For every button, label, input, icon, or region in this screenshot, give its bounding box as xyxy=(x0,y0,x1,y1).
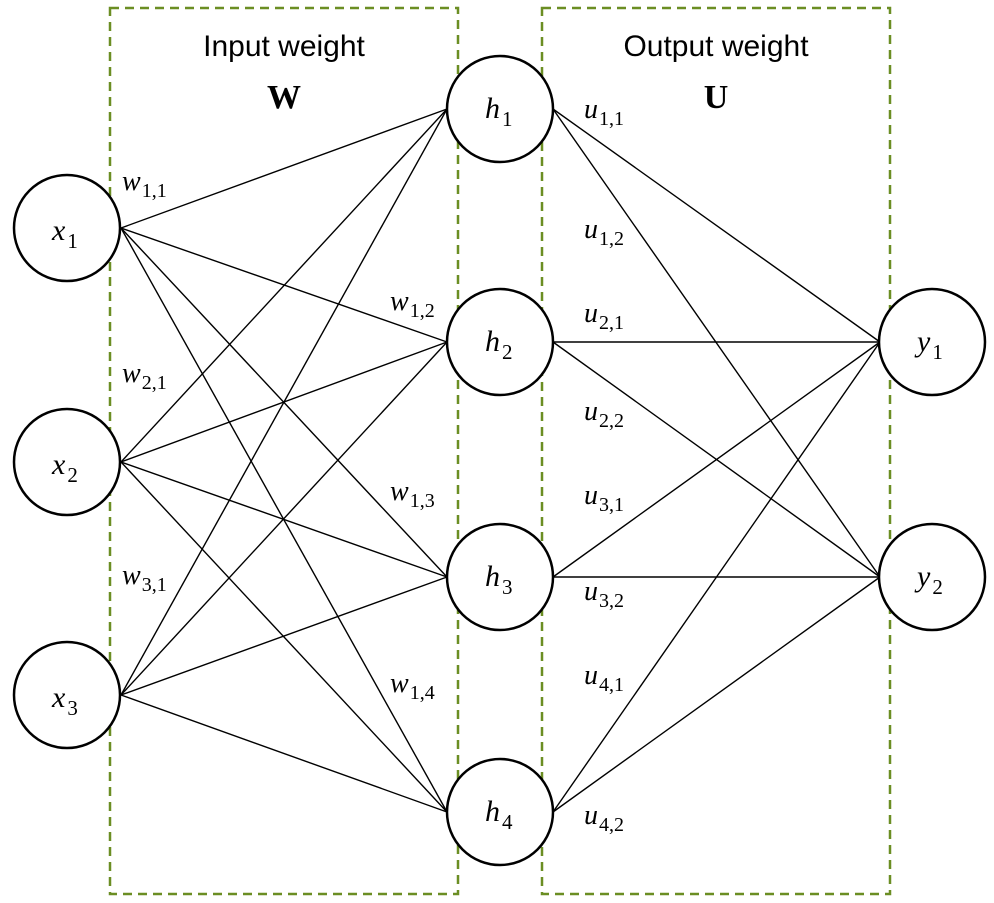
edge-x2-h4 xyxy=(120,461,448,813)
weight-label-u41: u4,1 xyxy=(584,660,624,696)
input-node-x3: x3 xyxy=(12,640,122,750)
node-sub: 2 xyxy=(932,575,943,599)
node-sub: 1 xyxy=(932,340,943,364)
hidden-node-h2: h2 xyxy=(445,287,555,397)
edge-h1-y1 xyxy=(552,108,881,343)
node-sub: 2 xyxy=(502,340,513,364)
svg-text:x1: x1 xyxy=(51,214,78,253)
svg-text:h1: h1 xyxy=(485,92,513,131)
output-weight-box xyxy=(540,6,892,896)
svg-text:h4: h4 xyxy=(485,795,513,834)
node-var: h xyxy=(485,795,500,828)
weight-label-w12: w1,2 xyxy=(390,286,435,322)
svg-text:y1: y1 xyxy=(914,325,943,364)
svg-text:x2: x2 xyxy=(51,448,78,487)
input-weight-title: Input weight xyxy=(203,30,365,63)
node-var: h xyxy=(485,560,500,593)
node-sub: 4 xyxy=(502,810,513,834)
node-var: h xyxy=(485,92,500,125)
edge-h4-y2 xyxy=(552,576,881,813)
node-sub: 2 xyxy=(67,463,78,487)
hidden-node-h3: h3 xyxy=(445,522,555,632)
edge-h3-y1 xyxy=(552,341,881,578)
node-sub: 1 xyxy=(67,229,78,253)
edge-x3-h3 xyxy=(120,576,448,696)
weight-label-w21: w2,1 xyxy=(122,358,167,394)
weight-label-u32: u3,2 xyxy=(584,576,624,612)
input-node-x2: x2 xyxy=(12,407,122,517)
weight-label-w31: w3,1 xyxy=(122,560,167,596)
node-var: y xyxy=(914,325,931,358)
output-node-y1: y1 xyxy=(877,287,987,397)
edge-x1-h1 xyxy=(120,108,448,229)
output-weight-matrix-symbol: U xyxy=(704,79,729,116)
svg-text:x3: x3 xyxy=(51,681,78,720)
svg-text:h2: h2 xyxy=(485,325,513,364)
node-sub: 3 xyxy=(502,575,513,599)
output-weight-title: Output weight xyxy=(623,30,809,63)
node-sub: 1 xyxy=(502,107,513,131)
edge-x2-h1 xyxy=(120,108,448,463)
edge-x3-h4 xyxy=(120,694,448,813)
node-var: x xyxy=(51,214,66,247)
weight-label-w11: w1,1 xyxy=(122,166,167,202)
hidden-node-h1: h1 xyxy=(445,54,555,164)
input-weight-matrix-symbol: W xyxy=(267,79,301,116)
edge-x3-h2 xyxy=(120,341,448,696)
weight-label-w14: w1,4 xyxy=(390,668,435,704)
weight-label-u21: u2,1 xyxy=(584,298,624,334)
node-var: y xyxy=(914,560,931,593)
svg-text:y2: y2 xyxy=(914,560,943,599)
node-sub: 3 xyxy=(67,696,78,720)
edge-h4-y1 xyxy=(552,341,881,813)
weight-label-u11: u1,1 xyxy=(584,94,624,130)
node-var: h xyxy=(485,325,500,358)
edge-h1-y2 xyxy=(552,108,881,578)
weight-label-u22: u2,2 xyxy=(584,396,624,432)
weight-label-u42: u4,2 xyxy=(584,800,624,836)
weight-label-u31: u3,1 xyxy=(584,480,624,516)
input-to-hidden-edges xyxy=(120,108,448,813)
output-node-y2: y2 xyxy=(877,522,987,632)
node-var: x xyxy=(51,681,66,714)
weight-label-u12: u1,2 xyxy=(584,214,624,250)
input-weight-box xyxy=(108,6,460,896)
hidden-node-h4: h4 xyxy=(445,757,555,867)
svg-text:h3: h3 xyxy=(485,560,513,599)
hidden-to-output-edges xyxy=(552,108,881,813)
weight-label-w13: w1,3 xyxy=(390,476,435,512)
edge-x3-h1 xyxy=(120,108,448,696)
input-node-x1: x1 xyxy=(12,173,122,283)
node-var: x xyxy=(51,448,66,481)
